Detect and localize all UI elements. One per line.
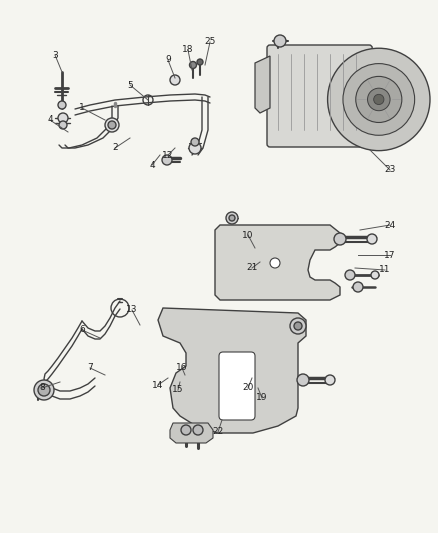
Circle shape (162, 155, 172, 165)
Circle shape (274, 35, 286, 47)
Circle shape (170, 75, 180, 85)
Text: 17: 17 (384, 251, 396, 260)
Text: 4: 4 (149, 160, 155, 169)
Text: 13: 13 (126, 305, 138, 314)
Polygon shape (170, 423, 213, 443)
Text: 8: 8 (39, 384, 45, 392)
FancyBboxPatch shape (219, 352, 255, 420)
Circle shape (59, 121, 67, 129)
Text: 15: 15 (172, 385, 184, 394)
Text: 24: 24 (385, 221, 396, 230)
Text: 19: 19 (256, 393, 268, 402)
Text: 16: 16 (176, 364, 188, 373)
Circle shape (334, 233, 346, 245)
Text: 20: 20 (242, 384, 254, 392)
Circle shape (290, 318, 306, 334)
Polygon shape (158, 308, 306, 433)
Circle shape (371, 271, 379, 279)
Circle shape (294, 322, 302, 330)
Text: 22: 22 (212, 427, 224, 437)
Circle shape (58, 101, 66, 109)
Circle shape (325, 375, 335, 385)
Text: 25: 25 (204, 37, 215, 46)
Circle shape (343, 63, 415, 135)
Text: 5: 5 (127, 80, 133, 90)
Text: 14: 14 (152, 381, 164, 390)
Circle shape (270, 258, 280, 268)
Circle shape (38, 384, 50, 396)
Text: 7: 7 (87, 364, 93, 373)
Circle shape (193, 425, 203, 435)
Text: 11: 11 (379, 265, 391, 274)
Text: 1: 1 (79, 103, 85, 112)
Circle shape (353, 282, 363, 292)
Circle shape (108, 121, 116, 129)
Circle shape (197, 59, 203, 65)
Circle shape (328, 49, 430, 151)
Circle shape (367, 234, 377, 244)
Circle shape (345, 270, 355, 280)
Circle shape (191, 138, 199, 146)
Circle shape (226, 212, 238, 224)
Text: 23: 23 (384, 166, 396, 174)
Circle shape (181, 425, 191, 435)
Circle shape (34, 380, 54, 400)
Circle shape (105, 118, 119, 132)
Circle shape (374, 94, 384, 104)
Circle shape (356, 76, 402, 123)
Circle shape (297, 374, 309, 386)
Polygon shape (255, 56, 270, 113)
Text: 6: 6 (79, 326, 85, 335)
Text: 21: 21 (246, 263, 258, 272)
Text: 9: 9 (165, 55, 171, 64)
Text: 18: 18 (182, 45, 194, 54)
Circle shape (58, 113, 68, 123)
Text: 4: 4 (47, 116, 53, 125)
Text: 10: 10 (242, 230, 254, 239)
Circle shape (190, 61, 197, 69)
Text: 12: 12 (162, 150, 174, 159)
Circle shape (229, 215, 235, 221)
FancyBboxPatch shape (267, 45, 372, 147)
Text: 2: 2 (112, 143, 118, 152)
Text: 3: 3 (52, 51, 58, 60)
Circle shape (189, 142, 201, 154)
Polygon shape (215, 225, 340, 300)
Circle shape (367, 88, 390, 111)
